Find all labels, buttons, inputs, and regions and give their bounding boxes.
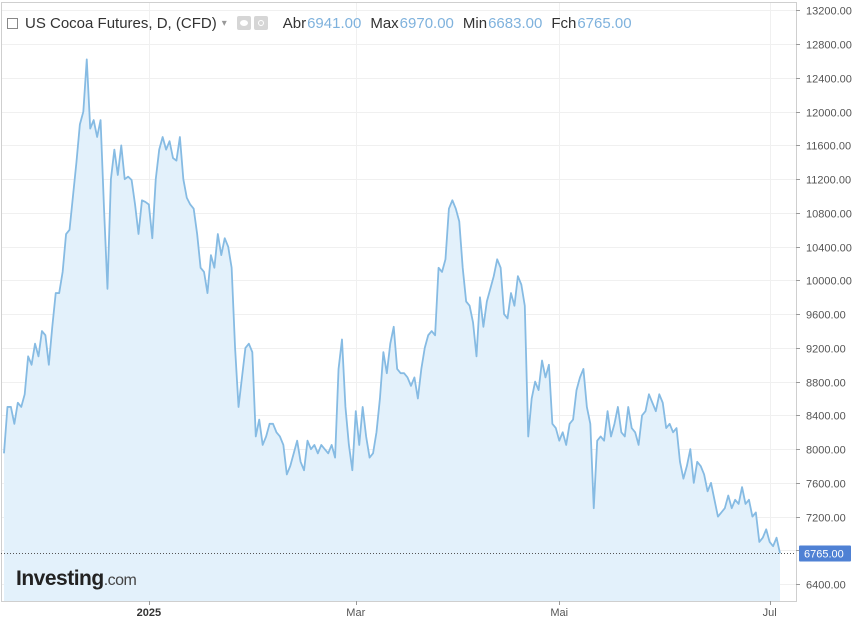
y-tick-label: 13200.00 (806, 6, 852, 18)
x-tick-label: Mar (346, 607, 365, 619)
high-label: Max (370, 14, 399, 32)
logo-suffix: .com (103, 572, 137, 589)
y-axis[interactable]: 6400.006800.007200.007600.008000.008400.… (796, 6, 852, 592)
y-tick-label: 8000.00 (806, 445, 846, 457)
price-series[interactable] (3, 58, 781, 602)
y-tick-label: 8800.00 (806, 378, 846, 390)
y-tick-label: 6400.00 (806, 580, 846, 592)
y-tick-label: 8400.00 (806, 411, 846, 423)
y-tick-label: 11200.00 (806, 175, 851, 187)
close-label: Fch (551, 14, 577, 32)
y-tick-label: 12000.00 (806, 108, 852, 120)
low-field: Min6683.00 (463, 15, 542, 32)
y-tick-label: 10800.00 (806, 209, 852, 221)
y-tick-label: 10000.00 (806, 276, 852, 288)
plot-border (1, 2, 797, 602)
eye-icon[interactable] (236, 16, 251, 30)
y-tick-label: 10400.00 (806, 243, 852, 255)
y-tick-label: 12400.00 (806, 74, 852, 86)
price-line[interactable] (3, 58, 781, 554)
x-tick-label: Jul (763, 607, 777, 619)
investing-logo[interactable]: Investing.com (16, 567, 137, 591)
last-price-badge-bg (799, 545, 851, 562)
ohlc-values: Abr6941.00 Max6970.00 Min6683.00 Fch6765… (283, 15, 632, 32)
checkbox-icon[interactable] (7, 17, 18, 29)
y-tick-label: 9600.00 (806, 310, 846, 322)
y-tick-label: 11600.00 (806, 141, 851, 153)
open-field: Abr6941.00 (283, 15, 362, 32)
last-price-badge: 6765.00 (799, 545, 851, 562)
y-tick-label: 9200.00 (806, 344, 846, 356)
plot-frame (1, 2, 797, 602)
high-field: Max6970.00 (370, 15, 454, 32)
y-tick-label: 7200.00 (806, 513, 846, 525)
price-area (4, 59, 780, 602)
low-value: 6683.00 (488, 14, 543, 32)
y-tick-label: 7600.00 (806, 479, 846, 491)
chevron-down-icon[interactable]: ▾ (221, 17, 227, 29)
close-value: 6765.00 (577, 14, 632, 32)
open-value: 6941.00 (307, 14, 362, 32)
open-label: Abr (282, 14, 307, 32)
low-label: Min (462, 14, 488, 32)
logo-main: Investing (16, 567, 104, 590)
x-tick-label: 2025 (137, 607, 161, 619)
last-price-badge-label: 6765.00 (804, 549, 844, 561)
gear-icon[interactable] (253, 16, 268, 30)
x-axis[interactable]: 2025MarMaiJulAgo33 (137, 601, 862, 619)
y-tick-label: 12800.00 (806, 40, 852, 52)
close-field: Fch6765.00 (551, 15, 631, 32)
high-value: 6970.00 (399, 14, 454, 32)
symbol-title[interactable]: US Cocoa Futures, D, (CFD) (25, 14, 217, 32)
x-tick-label: Mai (550, 607, 568, 619)
legend: US Cocoa Futures, D, (CFD) ▾ Abr6941.00 … (7, 12, 632, 34)
